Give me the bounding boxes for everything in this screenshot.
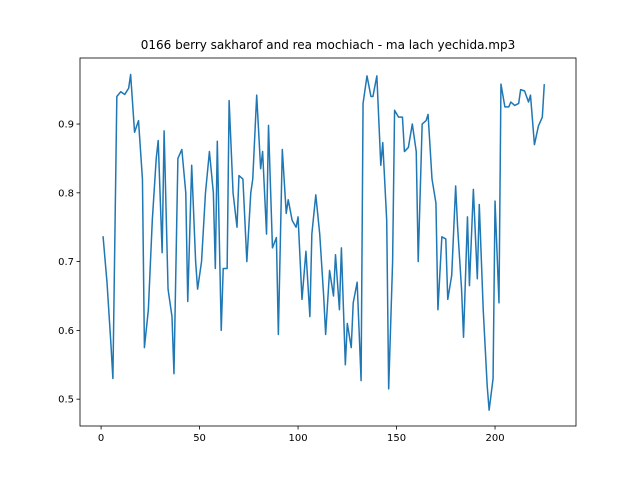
data-line (102, 73, 546, 411)
plot-area (79, 57, 577, 427)
y-tick-label: 0.8 (58, 188, 74, 199)
y-tick-label: 0.7 (58, 257, 74, 268)
x-tick-label: 0 (98, 433, 104, 444)
x-tick-label: 100 (289, 433, 308, 444)
x-tick-label: 150 (387, 433, 406, 444)
x-tick-label: 50 (193, 433, 206, 444)
x-tick-label: 200 (485, 433, 504, 444)
y-tick-label: 0.6 (58, 326, 74, 337)
chart-title: 0166 berry sakharof and rea mochiach - m… (141, 38, 516, 52)
y-tick-label: 0.5 (58, 395, 74, 406)
y-tick-label: 0.9 (58, 120, 74, 131)
